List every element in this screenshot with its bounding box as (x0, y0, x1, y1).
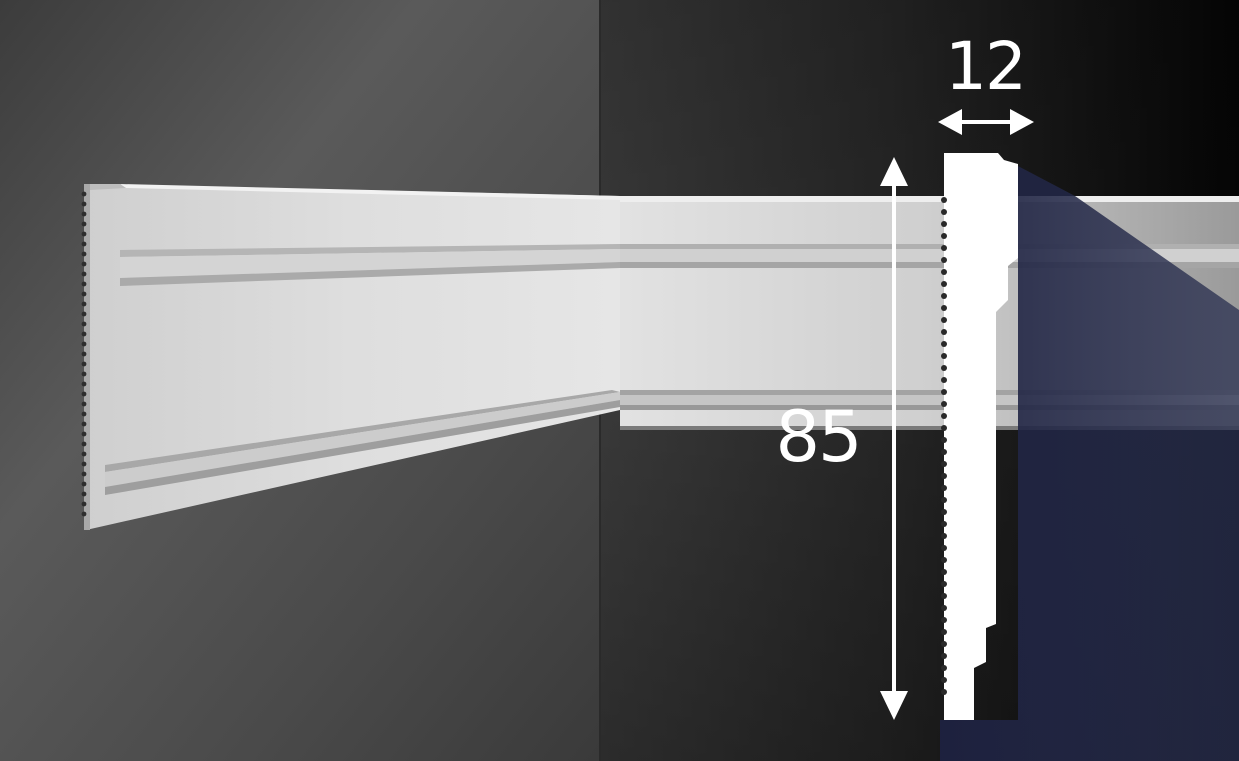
height-dimension-label: 85 (770, 402, 866, 472)
width-dimension-label: 12 (940, 34, 1030, 100)
